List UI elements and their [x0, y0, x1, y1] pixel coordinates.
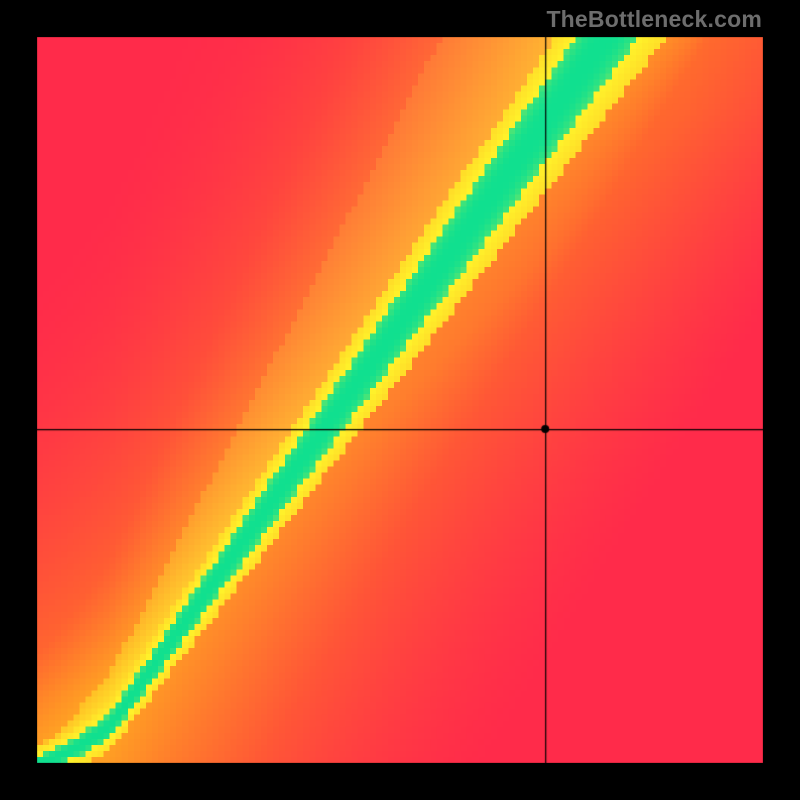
bottleneck-heatmap: [37, 37, 763, 763]
chart-container: { "watermark_text": "TheBottleneck.com",…: [0, 0, 800, 800]
watermark-text: TheBottleneck.com: [546, 6, 762, 33]
